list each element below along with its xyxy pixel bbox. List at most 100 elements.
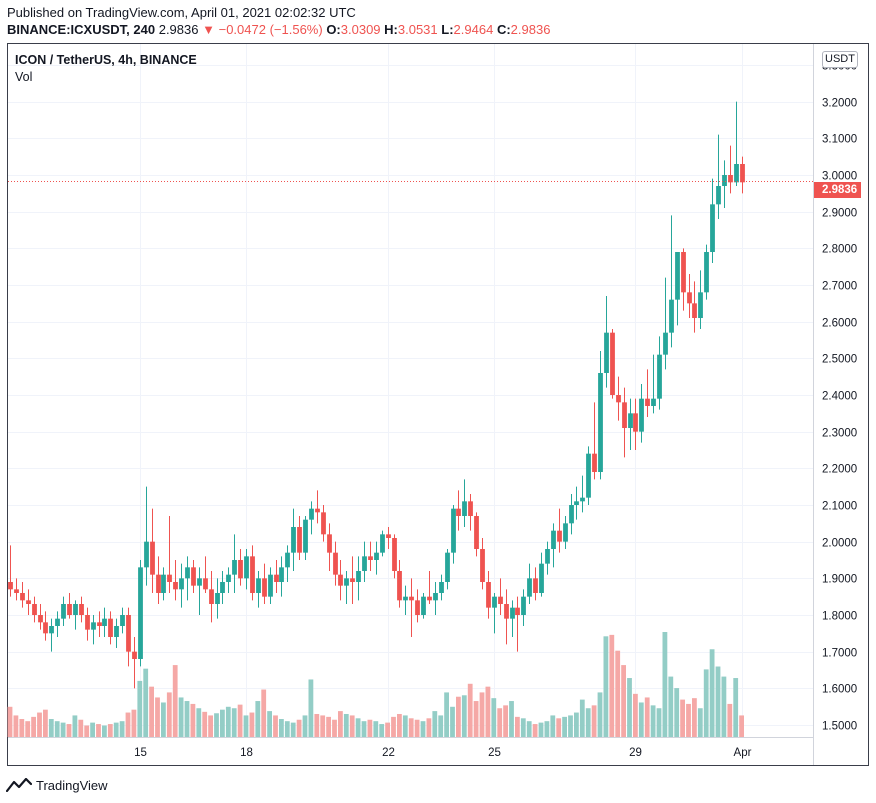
volume-bar <box>284 721 290 737</box>
volume-bar <box>261 689 267 737</box>
volume-bar <box>391 716 396 737</box>
volume-bar <box>125 712 131 737</box>
volume-bar <box>296 719 302 737</box>
candle-body <box>616 395 621 403</box>
candle-body <box>203 578 208 590</box>
candle-body <box>539 563 544 593</box>
candle-body <box>285 552 290 568</box>
price-tick-label: 3.2000 <box>822 98 857 110</box>
volume-bars <box>7 632 744 737</box>
footer-brand[interactable]: TradingView <box>6 776 108 794</box>
candle-body <box>114 626 119 637</box>
volume-bar <box>184 701 190 737</box>
candle-body <box>67 604 72 615</box>
volume-bar <box>290 722 296 737</box>
candle-body <box>238 560 243 579</box>
volume-bar <box>379 724 385 737</box>
volume-bar <box>721 676 727 737</box>
candle-body <box>38 615 43 623</box>
volume-bar <box>119 721 125 737</box>
volume-bar <box>172 665 178 737</box>
candle-body <box>291 527 296 553</box>
candle-body <box>309 508 314 520</box>
candle-body <box>681 252 686 293</box>
time-tick-label: 15 <box>134 747 147 759</box>
volume-bar <box>149 686 154 737</box>
candle-body <box>574 501 579 505</box>
chart-legend-title: ICON / TetherUS, 4h, BINANCE <box>15 53 197 67</box>
candle-body <box>622 402 627 428</box>
volume-bar <box>60 722 66 737</box>
price-tick-label: 2.5000 <box>822 354 857 366</box>
volume-bar <box>479 692 485 737</box>
candles <box>8 101 745 689</box>
candle-body <box>120 615 125 626</box>
candle-body <box>374 552 379 560</box>
volume-bar <box>367 719 373 737</box>
candle-body <box>604 332 609 373</box>
currency-unit-button[interactable]: USDT <box>822 51 858 68</box>
price-tick-label: 3.1000 <box>822 134 857 146</box>
candle-body <box>303 519 308 553</box>
candle-body <box>268 574 273 597</box>
volume-bar <box>432 711 438 737</box>
candle-body <box>657 354 662 399</box>
candle-body <box>226 574 231 582</box>
volume-bar <box>633 693 638 737</box>
volume-bar <box>456 696 461 737</box>
volume-bar <box>7 706 13 737</box>
volume-bar <box>137 680 143 737</box>
candle-body <box>108 618 113 637</box>
volume-bar <box>686 703 691 737</box>
candle-body <box>456 508 461 516</box>
volume-bar <box>644 697 650 737</box>
price-tick-label: 2.8000 <box>822 244 857 256</box>
volume-bar <box>190 703 196 737</box>
candle-body <box>173 582 178 590</box>
candle-body <box>728 175 733 183</box>
candle-body <box>462 501 467 516</box>
candle-body <box>85 615 90 630</box>
candle-body <box>132 651 137 659</box>
candle-body <box>126 615 131 652</box>
candle-body <box>628 413 633 428</box>
candle-body <box>209 589 214 604</box>
volume-bar <box>444 692 449 737</box>
volume-bar <box>320 715 326 737</box>
volume-bar <box>66 724 72 737</box>
candle-body <box>250 556 255 593</box>
chart-frame[interactable] <box>7 43 869 766</box>
volume-bar <box>202 711 208 737</box>
candle-body <box>740 164 745 183</box>
candle-body <box>91 622 96 630</box>
candle-body <box>586 453 591 498</box>
candle-body <box>386 534 391 538</box>
volume-bar <box>621 665 626 737</box>
candle-body <box>403 596 408 601</box>
volume-bar <box>84 725 90 737</box>
volume-bar <box>420 721 426 737</box>
volume-bar <box>733 678 739 737</box>
volume-bar <box>267 711 272 737</box>
volume-bar <box>166 692 172 737</box>
price-axis: 1.5000 1.6000 1.7000 1.8000 1.9000 2.0000 2.10… <box>822 61 857 733</box>
volume-bar <box>532 724 538 737</box>
volume-bar <box>414 719 420 737</box>
volume-bar <box>143 668 149 737</box>
volume-bar <box>568 715 573 737</box>
candle-body <box>215 593 220 604</box>
candle-body <box>392 538 397 571</box>
volume-bar <box>515 716 520 737</box>
open-label: O: <box>326 22 341 37</box>
volume-bar <box>332 719 337 737</box>
volume-bar <box>255 701 261 737</box>
close-label: C: <box>496 22 511 37</box>
candle-body <box>687 292 692 304</box>
candle-body <box>197 578 202 586</box>
volume-bar <box>650 705 656 737</box>
candle-body <box>14 589 19 593</box>
volume-bar <box>491 698 497 737</box>
candle-body <box>397 571 402 601</box>
volume-bar <box>308 679 314 737</box>
